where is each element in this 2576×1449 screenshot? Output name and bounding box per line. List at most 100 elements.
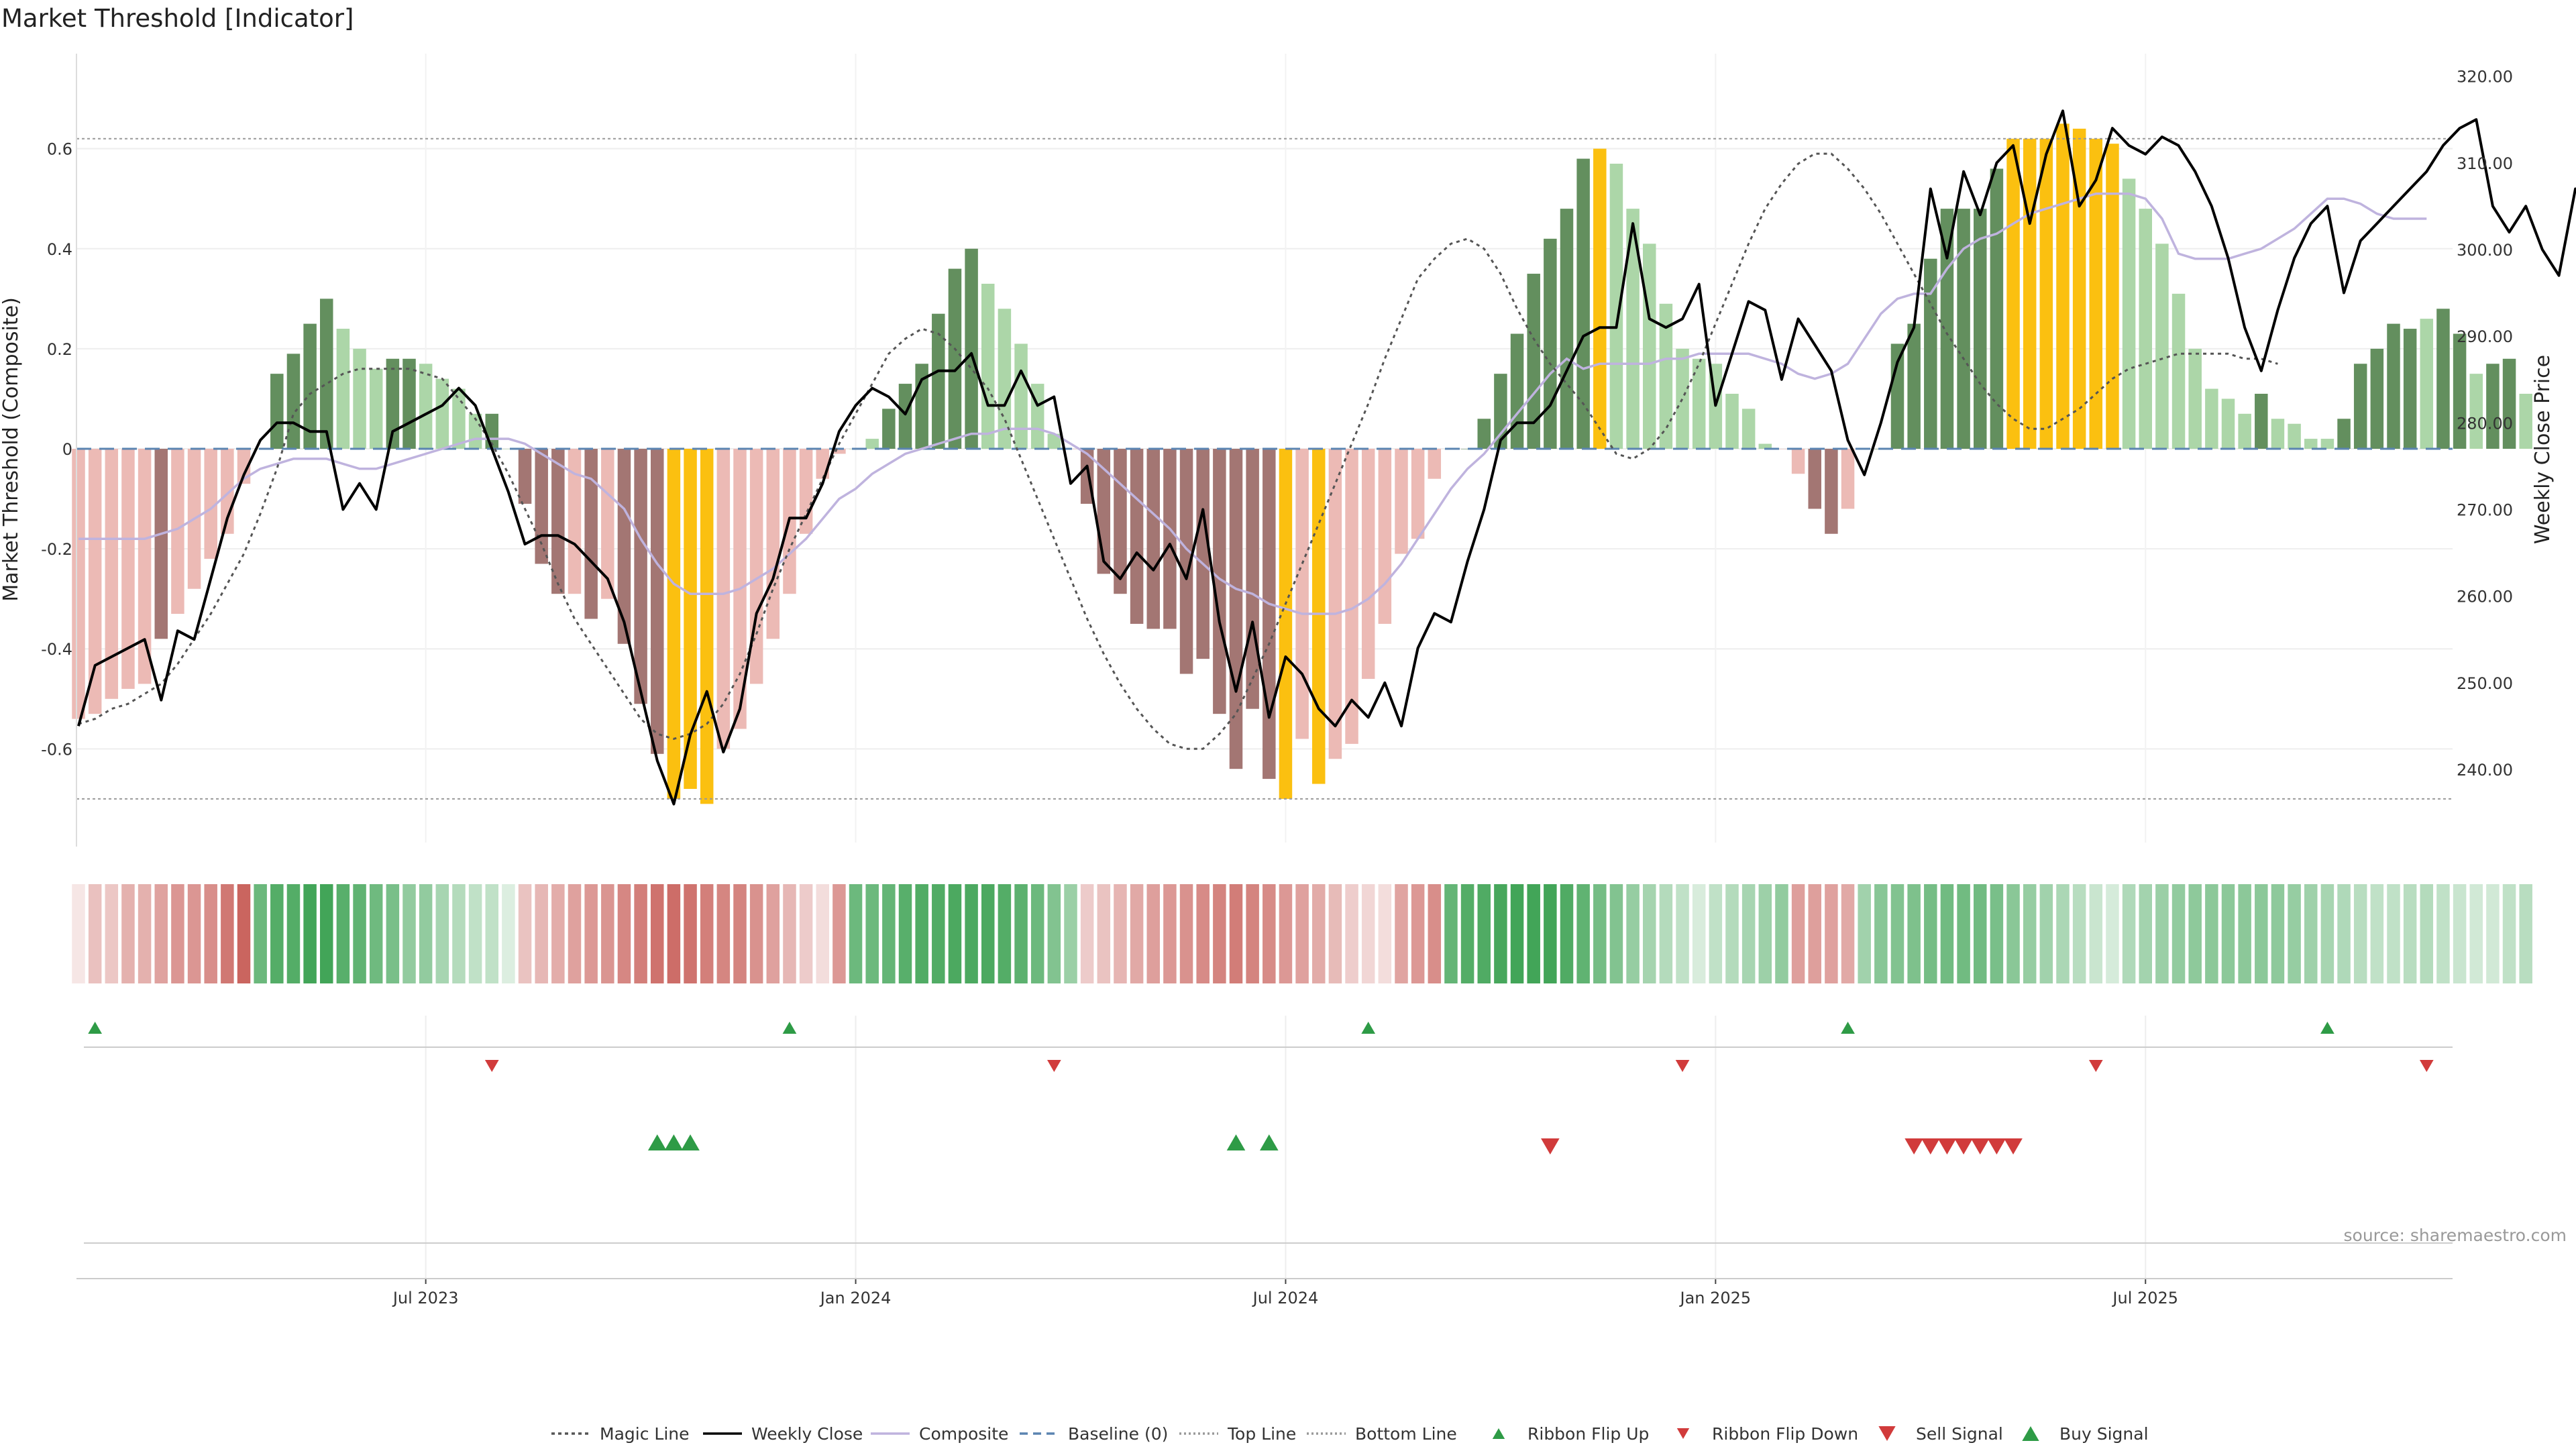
composite-bar — [1229, 449, 1243, 769]
composite-bar — [2089, 138, 2103, 449]
composite-bar — [700, 449, 714, 804]
ribbon-cell — [651, 884, 664, 983]
x-tick-label: Jan 2024 — [819, 1289, 892, 1307]
ribbon-cell — [2519, 884, 2532, 983]
ribbon-cell — [535, 884, 548, 983]
composite-bar — [1626, 209, 1640, 449]
composite-bar — [2188, 348, 2202, 449]
composite-bar — [2039, 138, 2053, 449]
legend-label: Magic Line — [600, 1424, 690, 1444]
ribbon-cell — [1229, 884, 1243, 983]
ribbon-cell — [485, 884, 498, 983]
ribbon-cell — [2006, 884, 2020, 983]
ribbon-cell — [1510, 884, 1524, 983]
composite-bar — [535, 449, 548, 564]
legend-swatch — [1492, 1428, 1505, 1439]
ribbon-cell — [2403, 884, 2417, 983]
legend: Magic Line Weekly Close Composite Baseline … — [551, 1424, 2149, 1444]
composite-bar — [435, 378, 449, 449]
ribbon-cell — [1609, 884, 1623, 983]
composite-bar — [2453, 333, 2467, 449]
ribbon-cell — [965, 884, 978, 983]
sell-signal-marker — [1987, 1138, 2006, 1155]
y2-tick-label: 260.00 — [2457, 588, 2513, 606]
magic-line — [78, 152, 2278, 750]
composite-bar — [2221, 398, 2235, 449]
ribbon-cell — [2122, 884, 2136, 983]
ribbon-cell — [386, 884, 400, 983]
ribbon-cell — [1791, 884, 1805, 983]
composite-bar — [1593, 148, 1607, 449]
sell-signal-marker — [1937, 1138, 1957, 1155]
composite-bar — [816, 449, 829, 479]
composite-bar — [2255, 393, 2268, 449]
ribbon-cell — [2304, 884, 2318, 983]
composite-bar — [1510, 333, 1524, 449]
composite-bar — [2139, 209, 2152, 449]
ribbon-cell — [1246, 884, 1259, 983]
ribbon-cell — [1345, 884, 1358, 983]
ribbon-cell — [1361, 884, 1375, 983]
ribbon-cell — [2188, 884, 2202, 983]
composite-bar — [551, 449, 565, 594]
composite-bar — [286, 354, 301, 449]
y-tick-label: 0.6 — [47, 140, 72, 159]
ribbon-cell — [1328, 884, 1342, 983]
ribbon-cell — [981, 884, 995, 983]
ribbon-cell — [1758, 884, 1772, 983]
ribbon-cell — [2023, 884, 2037, 983]
ribbon-cell — [816, 884, 829, 983]
ribbon-cell — [2089, 884, 2103, 983]
composite-bar — [749, 449, 763, 684]
ribbon-cell — [2139, 884, 2152, 983]
composite-bar — [1263, 449, 1276, 780]
ribbon-cell — [2255, 884, 2268, 983]
composite-bar — [2320, 439, 2334, 449]
ribbon-cell — [2271, 884, 2285, 983]
ribbon-cell — [833, 884, 846, 983]
composite-bar — [1130, 449, 1144, 624]
ribbon-cell — [1130, 884, 1144, 983]
composite-bar — [1213, 449, 1226, 714]
ribbon-cell — [2106, 884, 2119, 983]
composite-bar — [1345, 449, 1358, 744]
ribbon-flip-down-marker — [2419, 1060, 2434, 1072]
composite-bar — [651, 449, 664, 754]
composite-bar — [981, 283, 995, 449]
ribbon-cell — [915, 884, 928, 983]
y-tick-label: -0.2 — [41, 540, 72, 559]
composite-bar — [1014, 343, 1028, 449]
composite-bar — [2519, 393, 2532, 449]
composite-bar — [2122, 178, 2136, 449]
composite-bar — [617, 449, 631, 644]
ribbon-cell — [1163, 884, 1177, 983]
ribbon-cell — [684, 884, 697, 983]
ribbon-cell — [2155, 884, 2169, 983]
ribbon-cell — [948, 884, 962, 983]
ribbon-cell — [72, 884, 85, 983]
ribbon-cell — [584, 884, 598, 983]
composite-bar — [1907, 323, 1921, 449]
composite-bar — [1047, 433, 1061, 449]
composite-bar — [386, 358, 400, 449]
composite-bar — [684, 449, 697, 789]
composite-bar — [2056, 123, 2070, 449]
composite-bar — [2106, 144, 2119, 449]
ribbon-cell — [353, 884, 366, 983]
composite-bar — [303, 323, 317, 449]
sell-signal-marker — [1904, 1138, 1923, 1155]
ribbon-cell — [1047, 884, 1061, 983]
ribbon-cell — [799, 884, 813, 983]
composite-bar — [2337, 419, 2351, 449]
ribbon-flip-down-marker — [2088, 1060, 2103, 1072]
ribbon-cell — [1974, 884, 1987, 983]
composite-bar — [2502, 358, 2516, 449]
ribbon-cell — [2387, 884, 2400, 983]
buy-signal-marker — [1226, 1134, 1246, 1150]
ribbon-cell — [2238, 884, 2251, 983]
ribbon-cell — [88, 884, 102, 983]
ribbon-cell — [1808, 884, 1821, 983]
ribbon-cell — [1527, 884, 1540, 983]
ribbon-cell — [286, 884, 301, 983]
